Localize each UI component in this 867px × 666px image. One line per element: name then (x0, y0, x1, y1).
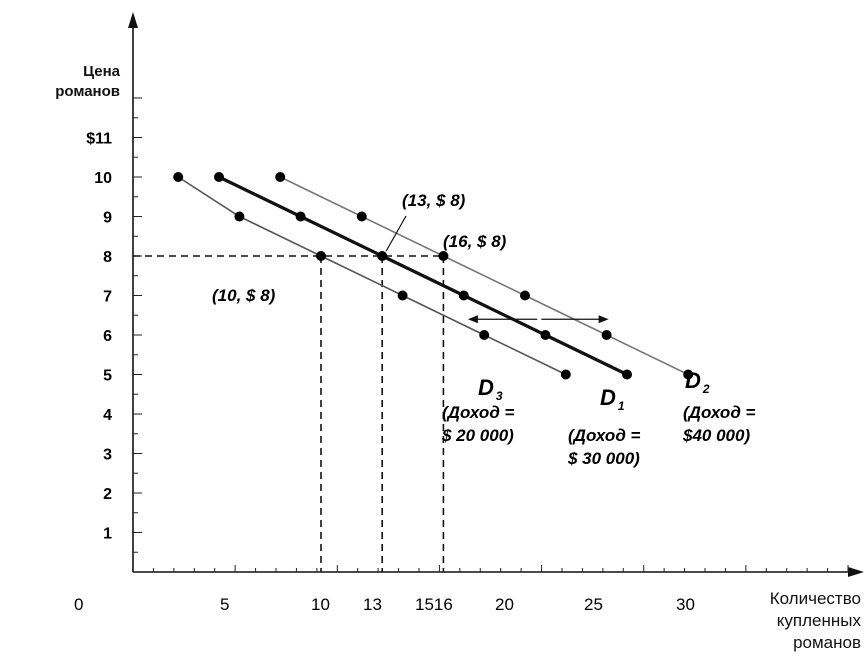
series-line-d2 (279, 176, 689, 376)
data-point-d1 (377, 251, 388, 261)
series-label-subscript: 3 (496, 389, 503, 403)
x-tick-label: 25 (584, 595, 603, 614)
x-axis-title: Количество купленных романов (661, 588, 861, 654)
data-point-d1 (622, 369, 632, 380)
x-tick-label: 20 (495, 595, 514, 614)
annotation-13-8: (13, $ 8) (402, 191, 466, 210)
series-income-line2: $ 30 000) (567, 449, 640, 468)
y-tick-label: 3 (103, 447, 112, 464)
y-tick-label: 8 (103, 249, 112, 266)
y-tick-label: 6 (103, 328, 112, 345)
guide-lines (133, 255, 445, 572)
x-tick-label: 30 (676, 595, 695, 614)
data-point-d3 (479, 330, 490, 340)
chart-labels: (10, $ 8)(13, $ 8)(16, $ 8)D 3(Доход =$ 2… (212, 191, 756, 468)
series-income-line1: (Доход = (683, 403, 756, 422)
y-axis-title: Цена романов (20, 62, 120, 102)
x-tick-label: 0 (74, 595, 83, 614)
series-income-line1: (Доход = (568, 426, 641, 445)
x-axis-arrowhead (848, 567, 864, 577)
y-tick-label: 10 (94, 170, 112, 187)
data-point-d2 (683, 369, 694, 380)
series-label-subscript: 1 (618, 399, 625, 413)
annotation-16-8: (16, $ 8) (443, 232, 507, 251)
series-income-line1: (Доход = (442, 403, 515, 422)
y-tick-label: 9 (103, 210, 112, 227)
x-tick-label: 13 (363, 595, 382, 614)
x-tick-label: 5 (220, 595, 229, 614)
y-tick-label: $11 (86, 131, 112, 148)
data-point-d2 (520, 290, 530, 301)
data-point-d1 (214, 172, 224, 182)
series-income-line2: $ 20 000) (441, 426, 514, 445)
shift-left-arrowhead (467, 315, 478, 324)
x-axis-title-line1: Количество (769, 589, 861, 608)
annotation-13-8-leader (385, 215, 407, 252)
shift-right-arrowhead (598, 315, 609, 324)
x-axis-title-line3: романов (793, 633, 861, 652)
data-point-d3 (397, 290, 408, 301)
data-point-d2 (601, 330, 612, 340)
y-axis-title-line1: Цена (83, 63, 120, 80)
data-point-d3 (560, 369, 571, 380)
series-line-d1 (218, 175, 628, 376)
y-axis-title-line2: романов (55, 83, 120, 100)
demand-curves (173, 172, 694, 380)
y-axis-arrowhead (128, 12, 138, 28)
y-tick-label: 2 (103, 486, 112, 503)
series-label-subscript: 2 (702, 382, 710, 396)
data-point-d1 (295, 211, 306, 222)
series-line-d3 (177, 176, 567, 376)
data-point-d2 (275, 172, 286, 182)
annotation-10-8: (10, $ 8) (212, 286, 276, 305)
data-point-d2 (438, 251, 449, 261)
data-point-d3 (173, 172, 184, 182)
data-point-d2 (356, 211, 367, 222)
data-point-d1 (458, 290, 469, 301)
series-income-line2: $40 000) (682, 426, 750, 445)
y-tick-label: 4 (103, 407, 112, 424)
data-point-d1 (540, 330, 551, 340)
x-axis-title-line2: купленных (776, 611, 861, 630)
x-tick-label: 10 (311, 595, 330, 614)
data-point-d3 (316, 251, 326, 261)
data-point-d3 (234, 211, 245, 222)
x-tick-label: 1516 (415, 595, 453, 614)
y-tick-label: 7 (103, 289, 112, 306)
y-tick-label: 1 (103, 526, 112, 543)
y-tick-label: 5 (103, 368, 112, 385)
